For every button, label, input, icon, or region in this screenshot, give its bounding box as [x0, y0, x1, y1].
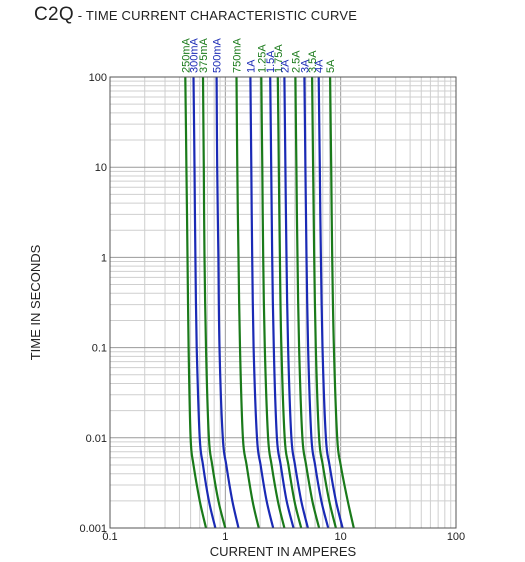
- y-tick-label: 100: [89, 72, 107, 84]
- series-label-1.25A: 1.25A: [256, 44, 268, 73]
- series-label-3.5A: 3.5A: [307, 50, 319, 73]
- curve-300mA: [192, 76, 217, 529]
- curve-2A: [283, 76, 309, 529]
- series-label-2.5A: 2.5A: [290, 50, 302, 73]
- curve-3.5A: [311, 76, 337, 529]
- y-tick-label: 10: [95, 162, 107, 174]
- series-label-5A: 5A: [325, 59, 337, 73]
- x-axis-ticks: 0.1 1 10 100: [102, 531, 465, 543]
- curve-375mA: [201, 76, 227, 529]
- y-tick-label: 0.1: [92, 343, 107, 355]
- y-tick-label: 0.01: [86, 433, 107, 445]
- curve-1.75A: [276, 76, 303, 529]
- y-tick-label: 0.001: [79, 523, 107, 535]
- curves: [184, 76, 355, 529]
- series-label-375mA: 375mA: [198, 38, 210, 74]
- series-label-250mA: 250mA: [180, 37, 192, 73]
- series-label-300mA: 300mA: [189, 37, 201, 73]
- x-axis-title: CURRENT IN AMPERES: [210, 544, 357, 559]
- chart-title-main: C2Q: [34, 4, 74, 25]
- y-tick-label: 1: [101, 252, 107, 264]
- series-label-1.5A: 1.5A: [265, 50, 277, 73]
- series-label-500mA: 500mA: [212, 37, 224, 73]
- curve-500mA: [215, 76, 240, 529]
- chart-title: C2Q - TIME CURRENT CHARACTERISTIC CURVE: [34, 4, 357, 26]
- x-tick-label: 1: [222, 531, 228, 543]
- series-label-750mA: 750mA: [232, 37, 244, 73]
- grid: [109, 77, 456, 529]
- series-label-1A: 1A: [245, 59, 257, 73]
- chart-title-sub: - TIME CURRENT CHARACTERISTIC CURVE: [73, 8, 358, 23]
- curve-750mA: [235, 76, 260, 529]
- curve-1.5A: [269, 76, 295, 529]
- x-tick-label: 100: [447, 531, 465, 543]
- curve-2.5A: [294, 76, 321, 529]
- series-label-1.75A: 1.75A: [273, 44, 285, 73]
- curve-3A: [303, 76, 330, 529]
- curve-4A: [317, 76, 344, 529]
- x-tick-label: 0.1: [102, 531, 117, 543]
- series-label-3A: 3A: [299, 59, 311, 73]
- series-label-2A: 2A: [279, 59, 291, 73]
- y-axis-title: TIME IN SECONDS: [28, 244, 43, 360]
- plot-frame: [109, 76, 457, 529]
- curve-5A: [329, 76, 355, 529]
- x-tick-label: 10: [335, 531, 347, 543]
- y-axis-ticks: 0.001 0.01 0.1 1 10 100: [79, 72, 107, 535]
- series-label-4A: 4A: [314, 59, 326, 73]
- curve-250mA: [184, 76, 208, 529]
- curve-1A: [249, 76, 275, 529]
- curve-1.25A: [260, 76, 286, 529]
